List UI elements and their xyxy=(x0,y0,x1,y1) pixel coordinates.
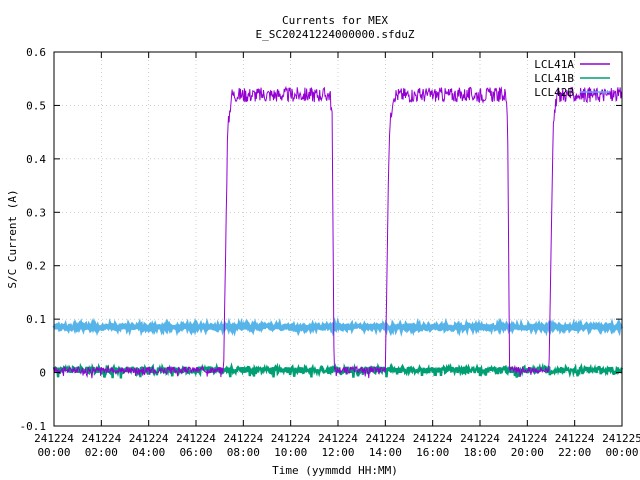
x-tick-label-time: 00:00 xyxy=(605,446,638,459)
x-axis: 24122400:0024122402:0024122404:002412240… xyxy=(34,52,640,459)
x-tick-label-time: 00:00 xyxy=(37,446,70,459)
x-tick-label-time: 06:00 xyxy=(179,446,212,459)
legend-label: LCL41B xyxy=(534,72,574,85)
legend-label: LCL42B xyxy=(534,86,574,99)
chart-subtitle: E_SC20241224000000.sfduZ xyxy=(256,28,415,41)
y-tick-label: -0.1 xyxy=(20,420,47,433)
y-axis-label: S/C Current (A) xyxy=(6,189,19,288)
x-tick-label-time: 20:00 xyxy=(511,446,544,459)
x-tick-label-date: 241224 xyxy=(555,432,595,445)
y-tick-label: 0.4 xyxy=(26,153,46,166)
x-tick-label-date: 241224 xyxy=(176,432,216,445)
y-tick-label: 0.2 xyxy=(26,260,46,273)
x-tick-label-date: 241224 xyxy=(507,432,547,445)
series-layer xyxy=(52,85,624,379)
series-lcl41a xyxy=(53,85,623,379)
y-axis: -0.1 0 0.1 0.2 0.3 0.4 0.5 0.6 xyxy=(20,46,622,433)
x-tick-label-date: 241224 xyxy=(223,432,263,445)
x-tick-label-time: 12:00 xyxy=(321,446,354,459)
x-tick-label-time: 18:00 xyxy=(463,446,496,459)
x-tick-label-date: 241225 xyxy=(602,432,640,445)
y-tick-label: 0 xyxy=(39,367,46,380)
series-lcl41b xyxy=(52,362,624,379)
x-tick-label-date: 241224 xyxy=(271,432,311,445)
series-line-lcl41b xyxy=(52,362,624,379)
series-lcl42b xyxy=(52,317,624,338)
x-tick-label-time: 10:00 xyxy=(274,446,307,459)
y-tick-label: 0.6 xyxy=(26,46,46,59)
x-tick-label-date: 241224 xyxy=(365,432,405,445)
x-tick-label-time: 02:00 xyxy=(85,446,118,459)
x-tick-label-date: 241224 xyxy=(34,432,74,445)
series-line-lcl42b xyxy=(52,317,624,338)
x-tick-label-date: 241224 xyxy=(460,432,500,445)
y-tick-label: 0.5 xyxy=(26,99,46,112)
x-axis-label: Time (yymmdd HH:MM) xyxy=(272,464,398,477)
x-tick-label-time: 08:00 xyxy=(227,446,260,459)
x-tick-label-date: 241224 xyxy=(318,432,358,445)
x-tick-label-time: 04:00 xyxy=(132,446,165,459)
x-tick-label-time: 22:00 xyxy=(558,446,591,459)
series-line-lcl41a xyxy=(53,85,623,379)
y-tick-label: 0.3 xyxy=(26,206,46,219)
x-tick-label-time: 16:00 xyxy=(416,446,449,459)
x-tick-label-date: 241224 xyxy=(413,432,453,445)
x-tick-label-time: 14:00 xyxy=(369,446,402,459)
x-tick-label-date: 241224 xyxy=(129,432,169,445)
legend-label: LCL41A xyxy=(534,58,574,71)
chart-title: Currents for MEX xyxy=(282,14,388,27)
x-tick-label-date: 241224 xyxy=(81,432,121,445)
y-tick-label: 0.1 xyxy=(26,313,46,326)
